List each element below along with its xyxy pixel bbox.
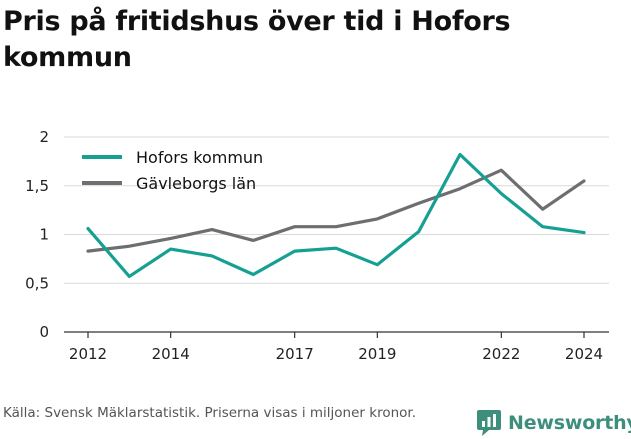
series-line-gavleborg bbox=[86, 168, 586, 253]
x-tick-label: 2024 bbox=[565, 345, 603, 363]
series-line-hofors bbox=[86, 152, 586, 278]
y-tick-label: 2 bbox=[39, 128, 49, 146]
x-axis-ticks: 2012 2014 2017 2019 2022 2024 bbox=[69, 332, 603, 363]
y-tick-label: 0 bbox=[39, 323, 49, 341]
y-axis-ticks: 0 0,5 1 1,5 2 bbox=[25, 128, 49, 341]
y-tick-label: 1 bbox=[39, 226, 49, 244]
x-tick-label: 2022 bbox=[482, 345, 520, 363]
x-tick-label: 2017 bbox=[276, 345, 314, 363]
x-tick-label: 2019 bbox=[358, 345, 396, 363]
newsworthy-logo-icon bbox=[477, 410, 501, 436]
y-tick-label: 1,5 bbox=[25, 177, 49, 195]
newsworthy-logo[interactable]: Newsworthy bbox=[476, 407, 631, 439]
series-lines bbox=[86, 152, 586, 278]
legend: Hofors kommun Gävleborgs län bbox=[82, 148, 263, 193]
y-tick-label: 0,5 bbox=[25, 274, 49, 292]
legend-label: Hofors kommun bbox=[136, 148, 263, 167]
legend-label: Gävleborgs län bbox=[136, 174, 256, 193]
line-chart: 0 0,5 1 1,5 2 2012 2014 2017 2019 2022 2024 Hofor… bbox=[25, 128, 609, 363]
x-tick-label: 2012 bbox=[69, 345, 107, 363]
source-note: Källa: Svensk Mäklarstatistik. Priserna … bbox=[3, 405, 417, 421]
chart-title: Pris på fritidshus över tid i Hofors kom… bbox=[3, 6, 511, 73]
x-tick-label: 2014 bbox=[152, 345, 190, 363]
brand-name: Newsworthy bbox=[508, 412, 631, 434]
